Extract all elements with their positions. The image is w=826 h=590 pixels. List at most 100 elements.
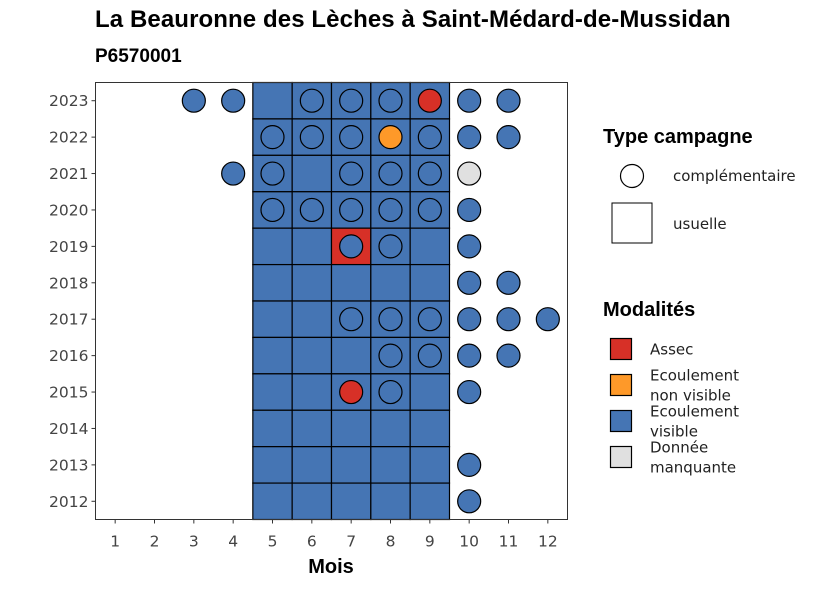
- complementaire-circle-2019-8: [378, 234, 403, 259]
- x-tick-label-2: 2: [150, 533, 160, 551]
- complementaire-circle-2016-9: [417, 343, 442, 368]
- plot-panel-border: [95, 82, 568, 520]
- complementaire-circle-2023-11: [496, 88, 521, 113]
- complementaire-circle-2023-9: [417, 88, 442, 113]
- x-tick-label-8: 8: [386, 533, 396, 551]
- usuelle-square-2012-8: [370, 482, 411, 521]
- complementaire-circle-2020-7: [339, 197, 364, 223]
- complementaire-circle-2017-8: [378, 307, 403, 332]
- usuelle-square-2014-6: [291, 409, 333, 448]
- usuelle-square-2015-6: [291, 373, 333, 411]
- legend-circle-key: [619, 163, 645, 189]
- complementaire-circle-2016-11: [496, 343, 521, 368]
- usuelle-square-2017-5: [252, 300, 293, 339]
- complementaire-circle-2021-10: [457, 161, 482, 186]
- complementaire-circle-2013-10: [457, 452, 482, 477]
- complementaire-circle-2023-4: [221, 88, 246, 113]
- chart-subtitle: P6570001: [95, 46, 182, 67]
- complementaire-circle-2020-10: [457, 197, 482, 223]
- usuelle-square-2019-6: [291, 227, 333, 266]
- x-axis: 1 2 3 4 5 6 7 8 9 10 11 12: [110, 519, 558, 551]
- legend-key-ecoulement-visible: [609, 409, 633, 433]
- y-tick-label-2015: 2015: [49, 384, 88, 402]
- complementaire-circle-2022-9: [417, 125, 442, 150]
- y-tick-label-2022: 2022: [49, 129, 88, 147]
- complementaire-circle-2020-6: [299, 197, 324, 223]
- usuelle-square-2013-8: [370, 446, 411, 484]
- complementaire-circle-2018-10: [457, 270, 482, 295]
- y-tick-label-2019: 2019: [49, 238, 88, 256]
- x-tick-label-1: 1: [110, 533, 120, 551]
- usuelle-square-2019-9: [409, 227, 451, 266]
- complementaire-circle-2021-4: [221, 161, 246, 186]
- complementaire-circle-2017-7: [339, 307, 364, 332]
- legend-label-ecoulement-visible-line-1: Ecoulement: [650, 403, 739, 421]
- usuelle-square-2012-5: [252, 482, 293, 521]
- y-tick-label-2013: 2013: [49, 456, 88, 474]
- usuelle-square-2015-5: [252, 373, 293, 411]
- complementaire-circle-2015-8: [378, 379, 403, 405]
- complementaire-circle-2016-10: [457, 343, 482, 368]
- complementaire-circle-2020-8: [378, 197, 403, 223]
- complementaire-circle-2016-8: [378, 343, 403, 368]
- y-tick-label-2020: 2020: [49, 201, 88, 219]
- usuelle-square-2013-6: [291, 446, 333, 484]
- complementaire-circle-2017-9: [417, 307, 442, 332]
- usuelle-square-2013-9: [409, 446, 451, 484]
- x-axis-title: Mois: [308, 556, 354, 578]
- usuelle-square-2013-5: [252, 446, 293, 484]
- legend-shape-label-complementaire: complémentaire: [673, 167, 796, 185]
- y-tick-label-2021: 2021: [49, 165, 88, 183]
- usuelle-square-2014-9: [409, 409, 451, 448]
- complementaire-circle-2018-11: [496, 270, 521, 295]
- x-tick-label-3: 3: [189, 533, 199, 551]
- usuelle-square-2018-5: [252, 263, 293, 302]
- usuelle-square-2013-7: [330, 446, 372, 484]
- x-tick-label-4: 4: [228, 533, 238, 551]
- x-tick-label-7: 7: [346, 533, 356, 551]
- complementaire-circle-2015-10: [457, 379, 482, 405]
- usuelle-square-2015-9: [409, 373, 451, 411]
- legend-shape-label-usuelle: usuelle: [673, 215, 727, 233]
- usuelle-square-2018-9: [409, 263, 451, 302]
- legend-label-assec-line-1: Assec: [650, 341, 693, 359]
- usuelle-square-2016-6: [291, 336, 333, 375]
- complementaire-circle-2022-11: [496, 125, 521, 150]
- complementaire-circle-2023-6: [299, 88, 324, 113]
- complementaire-circle-2022-8: [378, 125, 403, 150]
- usuelle-square-2014-7: [330, 409, 372, 448]
- complementaire-circle-2022-10: [457, 125, 482, 150]
- usuelle-square-2019-5: [252, 227, 293, 266]
- complementaire-circle-2021-8: [378, 161, 403, 186]
- legend-label-donnee-manquante-line-2: manquante: [650, 459, 736, 477]
- complementaire-circle-2017-10: [457, 307, 482, 332]
- x-tick-label-5: 5: [268, 533, 278, 551]
- x-tick-label-10: 10: [459, 533, 479, 551]
- y-tick-label-2016: 2016: [49, 347, 88, 365]
- legend-label-donnee-manquante-line-1: Donnée: [650, 439, 708, 457]
- x-tick-label-11: 11: [499, 533, 519, 551]
- legend-key-assec: [609, 337, 633, 361]
- complementaire-circle-2023-7: [339, 88, 364, 113]
- usuelle-square-2012-9: [409, 482, 451, 521]
- complementaire-circle-2022-6: [299, 125, 324, 150]
- complementaire-circle-2021-9: [417, 161, 442, 186]
- usuelle-square-2018-7: [330, 263, 372, 302]
- y-axis: 2012 2013 2014 2015 2016 2017 2018 2019 2020 2021…: [49, 92, 96, 511]
- complementaire-circle-2023-8: [378, 88, 403, 113]
- usuelle-square-2016-7: [330, 336, 372, 375]
- usuelle-square-2018-8: [370, 263, 411, 302]
- legend-label-ecoulement-non-visible-line-1: Ecoulement: [650, 367, 739, 385]
- complementaire-circle-2015-7: [339, 379, 364, 405]
- usuelle-square-2012-6: [291, 482, 333, 521]
- legend-label-ecoulement-visible-line-2: visible: [650, 423, 698, 441]
- complementaire-circle-2023-10: [457, 88, 482, 113]
- x-tick-label-6: 6: [307, 533, 317, 551]
- usuelle-square-2014-8: [370, 409, 411, 448]
- usuelle-squares-layer: [252, 81, 451, 521]
- usuelle-square-2016-5: [252, 336, 293, 375]
- legend-label-ecoulement-non-visible-line-2: non visible: [650, 387, 731, 405]
- complementaire-circle-2021-7: [339, 161, 364, 186]
